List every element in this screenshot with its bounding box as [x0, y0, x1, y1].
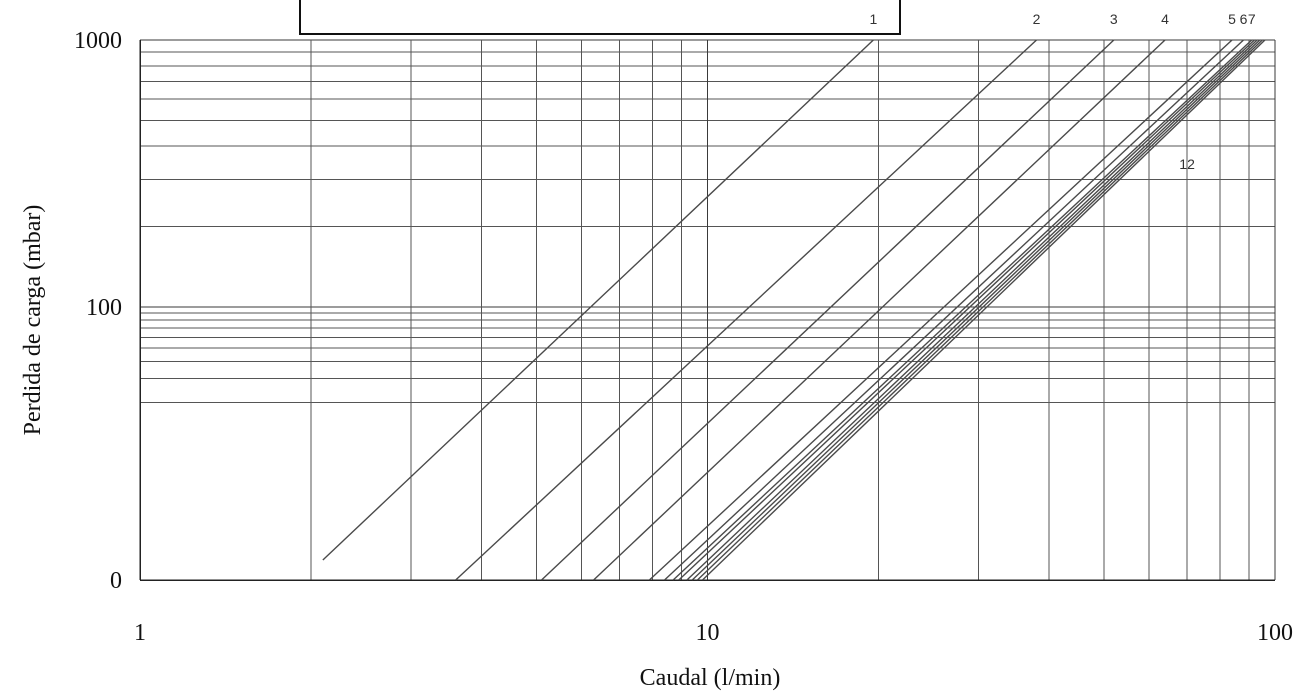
axes — [139, 40, 1275, 581]
y-tick-label-1000: 1000 — [74, 28, 122, 54]
curve-label-5: 5 — [1228, 11, 1236, 27]
y-tick-label-0: 0 — [110, 568, 122, 594]
series-line-unnamed-9 — [691, 39, 1261, 581]
series-line-4 — [593, 39, 1166, 581]
series-line-2 — [455, 39, 1038, 581]
curve-label-12: 12 — [1179, 156, 1195, 172]
curve-label-6: 6 — [1240, 11, 1248, 27]
curve-label-3: 3 — [1110, 11, 1118, 27]
title-box — [299, 0, 901, 35]
series-line-7 — [672, 39, 1253, 581]
curve-label-1: 1 — [869, 11, 877, 27]
series-line-unnamed-10 — [696, 39, 1263, 581]
series-line-1 — [322, 39, 874, 561]
y-tick-label-100: 100 — [86, 295, 122, 321]
curve-label-7: 7 — [1248, 11, 1256, 27]
curve-label-4: 4 — [1161, 11, 1169, 27]
series-line-unnamed-8 — [686, 39, 1258, 581]
series-line-12 — [702, 39, 1266, 581]
series-line-6 — [664, 39, 1244, 581]
x-tick-label-10: 10 — [696, 620, 720, 646]
x-axis-title: Caudal (l/min) — [640, 665, 781, 691]
series-line-unnamed-7 — [678, 39, 1255, 581]
series-group — [322, 39, 1266, 581]
grid — [140, 39, 1276, 580]
x-tick-label-100: 100 — [1257, 620, 1293, 646]
y-axis-title: Perdida de carga (mbar) — [20, 205, 46, 436]
curve-label-2: 2 — [1033, 11, 1041, 27]
series-line-5 — [648, 39, 1233, 581]
x-tick-label-1: 1 — [134, 620, 146, 646]
series-line-3 — [541, 39, 1115, 581]
